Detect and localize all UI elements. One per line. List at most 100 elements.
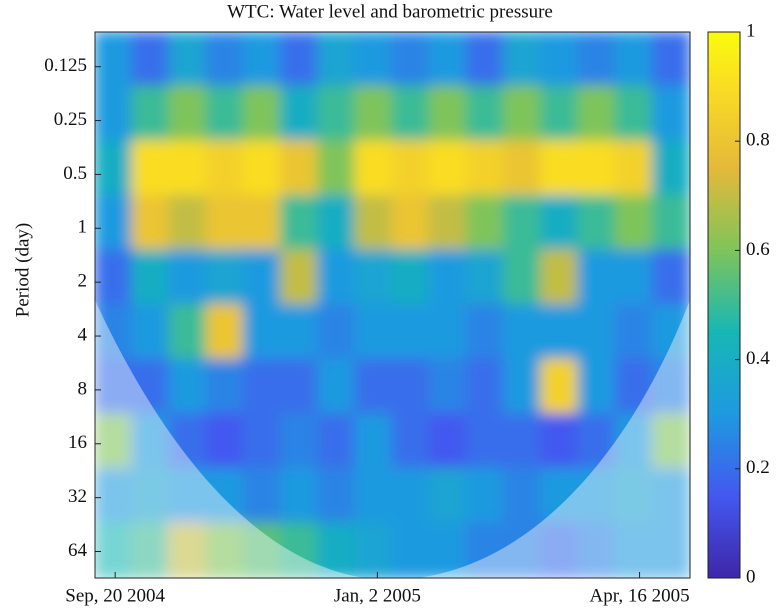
heat-cell (168, 249, 207, 306)
heat-cell (206, 86, 245, 143)
heat-cell (392, 522, 431, 579)
heat-cell (429, 468, 468, 525)
heat-cell (354, 359, 393, 416)
heat-cell (577, 249, 616, 306)
heat-cell (354, 468, 393, 525)
heat-cell (429, 86, 468, 143)
heat-cell (392, 249, 431, 306)
heat-cell (243, 31, 282, 88)
colorbar-tick-label: 0.6 (746, 239, 770, 260)
heat-cell (206, 195, 245, 252)
heat-cell (652, 195, 691, 252)
heat-cell (168, 359, 207, 416)
heat-cell (280, 359, 319, 416)
heat-cell (540, 413, 579, 470)
y-tick-label: 16 (68, 432, 87, 453)
heat-cell (540, 195, 579, 252)
heat-cell (466, 359, 505, 416)
heat-cell (243, 86, 282, 143)
heat-cell (168, 140, 207, 197)
heat-cell (168, 31, 207, 88)
y-axis-label: Period (day) (12, 223, 33, 317)
y-tick-label: 64 (68, 540, 88, 561)
heat-cell (206, 413, 245, 470)
heat-cell (354, 195, 393, 252)
heat-cell (392, 195, 431, 252)
heat-cell (317, 195, 356, 252)
heat-cell (466, 413, 505, 470)
y-tick-label: 32 (68, 486, 87, 507)
heat-cell (466, 31, 505, 88)
heat-cell (429, 359, 468, 416)
heat-cell (243, 413, 282, 470)
heat-cell (94, 31, 133, 88)
heat-cell (317, 140, 356, 197)
heat-cell (280, 140, 319, 197)
heat-cell (94, 195, 133, 252)
heat-cell (577, 140, 616, 197)
heat-cell (280, 413, 319, 470)
heat-cell (503, 249, 542, 306)
heat-cell (131, 304, 170, 361)
heat-cell (540, 86, 579, 143)
colorbar-tick-label: 0.4 (746, 348, 770, 369)
heat-cell (503, 413, 542, 470)
colorbar (708, 32, 740, 578)
heat-cell (503, 359, 542, 416)
heat-cell (317, 31, 356, 88)
heat-cell (429, 413, 468, 470)
heat-cell (94, 86, 133, 143)
heat-cell (168, 86, 207, 143)
heat-cell (577, 359, 616, 416)
heat-cell (168, 195, 207, 252)
heat-cell (392, 31, 431, 88)
heat-cell (280, 195, 319, 252)
heat-cell (429, 249, 468, 306)
heat-cell (429, 304, 468, 361)
y-tick-label: 0.125 (44, 55, 87, 76)
page: WTC: Water level and barometric pressure… (0, 0, 778, 615)
heat-cell (94, 140, 133, 197)
heat-cell (392, 468, 431, 525)
heat-cell (615, 195, 654, 252)
heat-cell (206, 249, 245, 306)
heat-cell (168, 304, 207, 361)
heat-cell (243, 249, 282, 306)
heat-cell (615, 86, 654, 143)
y-tick-label: 2 (78, 271, 88, 292)
heat-cell (131, 195, 170, 252)
heat-cell (615, 304, 654, 361)
heat-cell (503, 304, 542, 361)
heat-cell (354, 31, 393, 88)
heat-cell (243, 195, 282, 252)
heat-cell (354, 249, 393, 306)
x-tick-label: Jan, 2 2005 (334, 585, 421, 606)
heat-cell (652, 140, 691, 197)
colorbar-tick-label: 0.2 (746, 457, 770, 478)
heat-cell (354, 86, 393, 143)
heat-cell (317, 413, 356, 470)
heat-cell (577, 195, 616, 252)
chart-title: WTC: Water level and barometric pressure (227, 1, 553, 22)
heat-cell (354, 304, 393, 361)
heat-cell (540, 304, 579, 361)
heat-cell (392, 86, 431, 143)
heat-cell (317, 468, 356, 525)
chart: WTC: Water level and barometric pressure… (0, 0, 778, 615)
heat-cell (429, 31, 468, 88)
heat-cell (429, 140, 468, 197)
heat-cell (354, 522, 393, 579)
heat-cell (615, 249, 654, 306)
heat-cell (577, 31, 616, 88)
heat-cell (317, 86, 356, 143)
heat-cell (392, 140, 431, 197)
heat-cell (206, 359, 245, 416)
heat-cell (466, 249, 505, 306)
heat-cell (131, 140, 170, 197)
x-tick-label: Sep, 20 2004 (65, 585, 165, 606)
heat-cell (94, 249, 133, 306)
heat-cell (280, 31, 319, 88)
heat-cell (243, 304, 282, 361)
heat-cell (540, 249, 579, 306)
heat-cell (503, 86, 542, 143)
